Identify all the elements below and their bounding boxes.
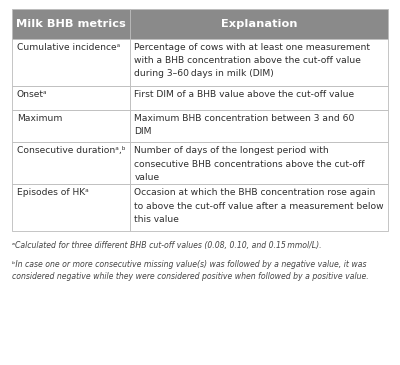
Bar bbox=[12, 142, 130, 184]
Bar bbox=[12, 86, 130, 110]
Text: ᵇIn case one or more consecutive missing value(s) was followed by a negative val: ᵇIn case one or more consecutive missing… bbox=[12, 260, 369, 281]
Bar bbox=[130, 9, 388, 39]
Text: Maximum: Maximum bbox=[17, 114, 62, 123]
Bar bbox=[130, 184, 388, 231]
Text: Onsetᵃ: Onsetᵃ bbox=[17, 90, 48, 99]
Text: Number of days of the longest period with
consecutive BHB concentrations above t: Number of days of the longest period wit… bbox=[134, 146, 365, 182]
Text: ᵃCalculated for three different BHB cut-off values (0.08, 0.10, and 0.15 mmol/L): ᵃCalculated for three different BHB cut-… bbox=[12, 241, 322, 250]
Text: Explanation: Explanation bbox=[221, 19, 298, 29]
Text: Occasion at which the BHB concentration rose again
to above the cut-off value af: Occasion at which the BHB concentration … bbox=[134, 188, 384, 224]
Bar bbox=[12, 9, 130, 39]
Bar bbox=[12, 110, 130, 142]
Text: Maximum BHB concentration between 3 and 60
DIM: Maximum BHB concentration between 3 and … bbox=[134, 114, 355, 136]
Bar bbox=[130, 39, 388, 86]
Bar bbox=[130, 110, 388, 142]
Text: Percentage of cows with at least one measurement
with a BHB concentration above : Percentage of cows with at least one mea… bbox=[134, 43, 370, 78]
Bar bbox=[130, 86, 388, 110]
Text: Milk BHB metrics: Milk BHB metrics bbox=[16, 19, 126, 29]
Text: Episodes of HKᵃ: Episodes of HKᵃ bbox=[17, 188, 88, 197]
Bar bbox=[12, 184, 130, 231]
Bar bbox=[130, 142, 388, 184]
Text: Cumulative incidenceᵃ: Cumulative incidenceᵃ bbox=[17, 43, 120, 52]
Text: Consecutive durationᵃ,ᵇ: Consecutive durationᵃ,ᵇ bbox=[17, 146, 126, 155]
Bar bbox=[12, 39, 130, 86]
Text: First DIM of a BHB value above the cut-off value: First DIM of a BHB value above the cut-o… bbox=[134, 90, 354, 99]
